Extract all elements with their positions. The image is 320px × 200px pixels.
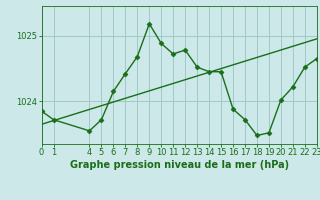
X-axis label: Graphe pression niveau de la mer (hPa): Graphe pression niveau de la mer (hPa) — [70, 160, 289, 170]
